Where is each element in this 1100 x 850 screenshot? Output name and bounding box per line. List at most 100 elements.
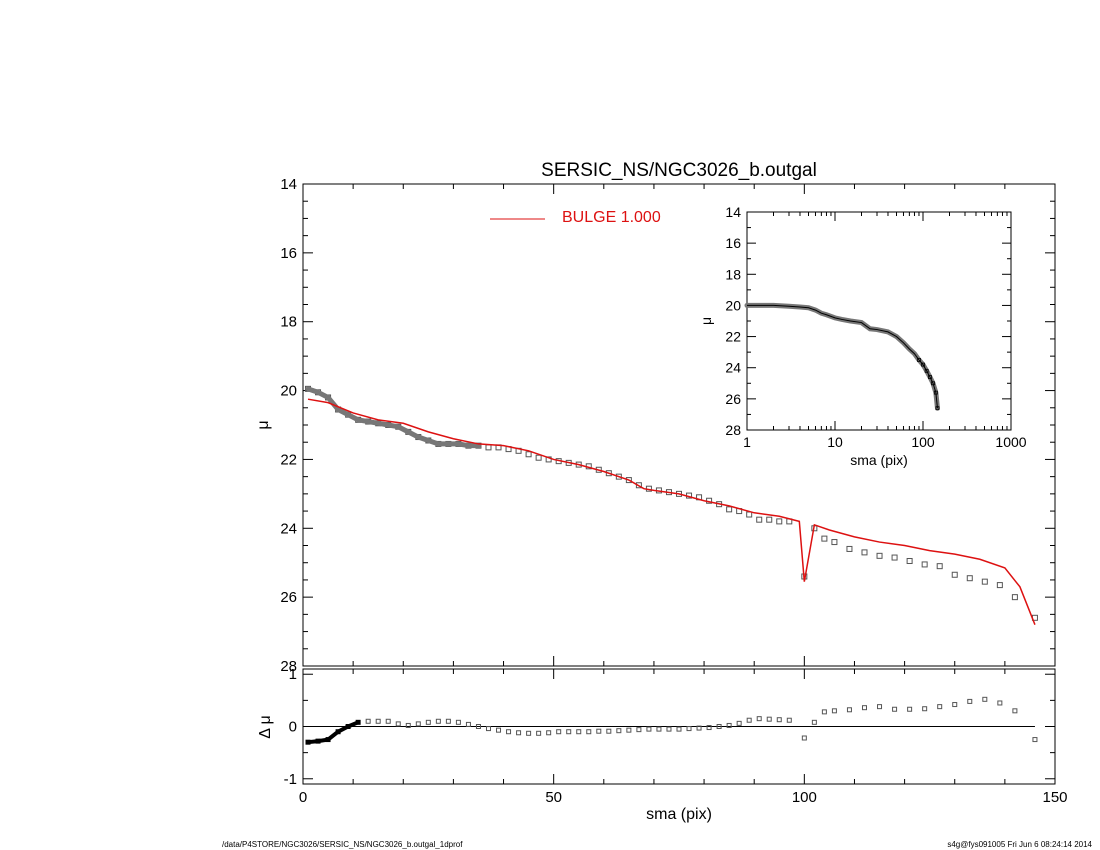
- x-tick-label: 50: [545, 789, 562, 806]
- residual-point: [405, 722, 411, 728]
- chart-title: SERSIC_NS/NGC3026_b.outgal: [541, 160, 817, 181]
- residual-point: [967, 698, 973, 704]
- y-tick-label: 16: [280, 245, 297, 262]
- data-point: [891, 554, 898, 561]
- residual-point: [786, 717, 792, 723]
- residual-point: [907, 706, 913, 712]
- inset-y-tick-label: 18: [725, 266, 741, 282]
- inset-axis-ticks: [746, 211, 1011, 431]
- residual-point: [746, 717, 752, 723]
- res-y-tick-label: 0: [289, 719, 297, 736]
- residual-point: [756, 716, 762, 722]
- residual-point: [586, 729, 592, 735]
- data-point: [625, 477, 632, 484]
- legend: BULGE 1.000: [490, 209, 661, 226]
- y-tick-label: 28: [280, 658, 297, 675]
- residual-point: [716, 724, 722, 729]
- residual-point: [526, 730, 532, 736]
- data-point: [966, 575, 973, 582]
- residual-point: [646, 726, 652, 732]
- data-point: [831, 539, 838, 546]
- x-tick-label: 150: [1042, 789, 1067, 806]
- data-point: [485, 444, 492, 451]
- inset-log-plot: 1 10 100 1000 14 16 18 20 22 24 26 28 sma (pix) μ: [698, 204, 1027, 468]
- residual-point: [445, 718, 451, 724]
- data-point: [821, 535, 828, 542]
- data-point: [996, 582, 1003, 589]
- residual-point: [395, 721, 401, 727]
- y-tick-label: 14: [280, 176, 297, 193]
- y-tick-label: 20: [280, 383, 297, 400]
- residual-point: [626, 727, 632, 733]
- residual-point: [556, 729, 562, 735]
- data-point: [876, 552, 883, 559]
- inset-x-tick-label: 10: [827, 434, 843, 450]
- residual-point: [801, 735, 807, 741]
- residual-point: [686, 726, 692, 732]
- y-tick-label: 18: [280, 314, 297, 331]
- inset-y-tick-label: 26: [725, 391, 741, 407]
- inset-data-point: [921, 362, 925, 367]
- inset-data-point: [917, 358, 921, 362]
- inset-y-tick-label: 16: [725, 235, 741, 251]
- residual-points: [305, 696, 1038, 745]
- data-point: [861, 549, 868, 556]
- x-tick-label: 100: [792, 789, 817, 806]
- inset-x-tick-label: 1: [743, 434, 751, 450]
- residual-point: [435, 718, 441, 724]
- data-point: [921, 561, 928, 568]
- residual-point: [937, 704, 943, 710]
- residual-point: [576, 729, 582, 735]
- residual-point: [922, 706, 928, 712]
- data-point: [906, 557, 913, 564]
- y-tick-label: 26: [280, 589, 297, 606]
- main-axis-ticks: [302, 183, 1056, 667]
- residual-y-axis-label: Δ μ: [257, 715, 274, 738]
- residual-point: [997, 700, 1003, 706]
- data-point: [951, 571, 958, 578]
- residual-point: [1032, 737, 1038, 743]
- data-point: [776, 518, 783, 525]
- model-curve: [307, 398, 1036, 625]
- inset-y-tick-label: 28: [725, 422, 741, 438]
- residual-point: [425, 719, 431, 725]
- data-point: [605, 470, 612, 477]
- residual-point: [811, 719, 817, 725]
- data-point: [846, 545, 853, 552]
- data-point: [981, 578, 988, 585]
- residual-point: [656, 726, 662, 732]
- data-point: [535, 454, 542, 461]
- residual-point: [365, 718, 371, 724]
- data-point: [766, 516, 773, 523]
- residual-point: [475, 724, 481, 729]
- data-point: [936, 563, 943, 570]
- residual-point: [536, 730, 542, 736]
- inset-data-point: [935, 406, 940, 411]
- legend-label: BULGE 1.000: [562, 209, 661, 226]
- inset-y-tick-label: 14: [725, 204, 741, 220]
- residual-point: [596, 728, 602, 734]
- residual-point: [821, 709, 827, 715]
- res-y-tick-label: 1: [289, 666, 297, 683]
- inset-y-tick-label: 24: [725, 360, 741, 376]
- residual-point: [546, 730, 552, 736]
- inset-y-tick-label: 22: [725, 329, 741, 345]
- residual-point: [415, 721, 421, 727]
- data-point: [525, 451, 532, 458]
- footer-file-path: /data/P4STORE/NGC3026/SERSIC_NS/NGC3026_…: [222, 840, 463, 849]
- residual-point: [846, 707, 852, 713]
- inset-y-axis-label: μ: [698, 317, 714, 325]
- residual-point: [606, 728, 612, 734]
- data-point: [756, 516, 763, 523]
- residual-point: [706, 725, 712, 731]
- residual-point: [676, 726, 682, 732]
- residual-point: [496, 727, 502, 733]
- inset-x-tick-label: 100: [911, 434, 935, 450]
- inner-point-band: [305, 386, 481, 449]
- inset-x-tick-label: 1000: [995, 434, 1026, 450]
- inset-x-axis-label: sma (pix): [850, 452, 908, 468]
- residual-point: [485, 726, 491, 732]
- inset-profile-points: [744, 302, 940, 411]
